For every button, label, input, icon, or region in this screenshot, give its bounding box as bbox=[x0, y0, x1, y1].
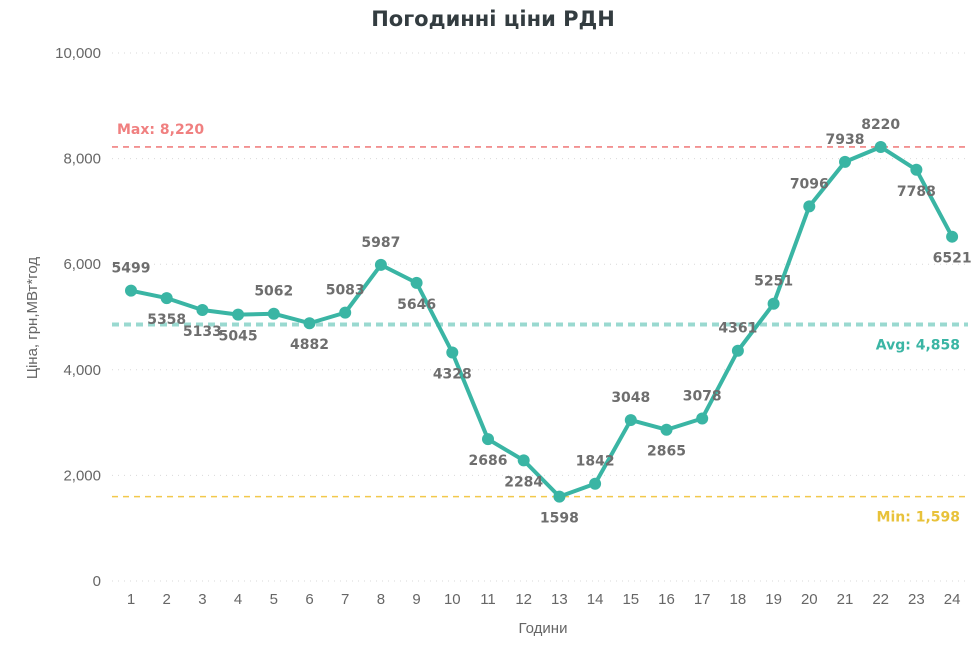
data-label: 2865 bbox=[647, 444, 686, 460]
x-tick-label: 21 bbox=[837, 591, 854, 608]
reference-line-label: Min: 1,598 bbox=[877, 510, 960, 526]
x-tick-label: 22 bbox=[872, 591, 889, 608]
data-point bbox=[946, 230, 959, 243]
y-tick-label: 6,000 bbox=[63, 256, 101, 273]
data-label: 1598 bbox=[540, 511, 579, 527]
reference-lines: Max: 8,220 Avg: 4,858 Min: 1,598 bbox=[112, 122, 968, 526]
data-label: 5646 bbox=[397, 297, 436, 313]
data-point bbox=[339, 306, 352, 319]
data-point bbox=[196, 303, 209, 316]
data-point bbox=[910, 163, 923, 176]
data-point bbox=[803, 200, 816, 213]
data-point bbox=[303, 317, 316, 330]
x-axis: 1 2 3 4 5 6 7 8 9 10 11 12 13 14 15 16 17 18 19 20 21 22 23 24 bbox=[127, 591, 961, 608]
x-tick-label: 13 bbox=[551, 591, 568, 608]
data-point bbox=[660, 423, 673, 436]
data-point bbox=[482, 433, 494, 446]
data-point bbox=[446, 346, 459, 359]
x-tick-label: 19 bbox=[765, 591, 782, 608]
data-label: 4328 bbox=[433, 366, 472, 382]
x-tick-label: 14 bbox=[587, 591, 604, 608]
data-label: 5251 bbox=[754, 274, 793, 290]
data-label: 4882 bbox=[290, 337, 329, 353]
chart-title: Погодинні ціни РДН bbox=[371, 7, 615, 31]
data-point bbox=[624, 414, 637, 427]
y-tick-label: 0 bbox=[93, 573, 101, 590]
x-tick-label: 20 bbox=[801, 591, 818, 608]
data-point bbox=[767, 297, 780, 310]
data-label: 2686 bbox=[469, 453, 508, 469]
data-label: 5358 bbox=[147, 312, 186, 328]
data-point bbox=[839, 155, 851, 168]
series bbox=[125, 140, 959, 503]
data-label: 5987 bbox=[361, 235, 400, 251]
data-point bbox=[517, 454, 530, 467]
x-tick-label: 24 bbox=[944, 591, 961, 608]
data-label: 7096 bbox=[790, 176, 829, 192]
x-tick-label: 10 bbox=[444, 591, 461, 608]
y-tick-label: 2,000 bbox=[63, 467, 101, 484]
data-label: 6521 bbox=[933, 251, 972, 267]
y-axis-title: Ціна, грн,МВт*год bbox=[24, 257, 41, 380]
data-label: 3048 bbox=[611, 390, 650, 406]
data-point bbox=[589, 477, 602, 490]
x-axis-title: Години bbox=[519, 620, 568, 637]
data-label: 4361 bbox=[718, 321, 757, 337]
x-tick-label: 2 bbox=[163, 591, 171, 608]
y-axis: 0 2,000 4,000 6,000 8,000 10,000 bbox=[55, 45, 101, 590]
x-tick-label: 15 bbox=[622, 591, 639, 608]
x-tick-label: 4 bbox=[234, 591, 242, 608]
reference-line-label: Max: 8,220 bbox=[117, 122, 204, 138]
data-point bbox=[553, 490, 566, 503]
x-tick-label: 3 bbox=[198, 591, 206, 608]
x-tick-label: 23 bbox=[908, 591, 925, 608]
x-tick-label: 6 bbox=[305, 591, 313, 608]
data-label: 2284 bbox=[504, 474, 543, 490]
x-tick-label: 11 bbox=[480, 591, 496, 608]
data-label: 1842 bbox=[576, 454, 615, 470]
data-label: 3078 bbox=[683, 388, 722, 404]
x-tick-label: 7 bbox=[341, 591, 349, 608]
data-point bbox=[267, 307, 280, 320]
y-tick-label: 4,000 bbox=[63, 362, 101, 379]
data-label: 7938 bbox=[826, 132, 865, 148]
reference-line-label: Avg: 4,858 bbox=[876, 337, 960, 353]
data-point bbox=[410, 276, 423, 289]
data-label: 5499 bbox=[112, 261, 151, 277]
x-tick-label: 16 bbox=[658, 591, 675, 608]
x-tick-label: 1 bbox=[127, 591, 135, 608]
data-label: 5083 bbox=[326, 283, 365, 299]
x-tick-label: 9 bbox=[412, 591, 420, 608]
x-tick-label: 17 bbox=[694, 591, 711, 608]
data-point bbox=[160, 292, 173, 305]
data-point bbox=[232, 308, 245, 321]
data-label: 5045 bbox=[219, 329, 258, 345]
data-label: 7788 bbox=[897, 184, 936, 200]
series-line bbox=[129, 144, 955, 499]
y-tick-label: 8,000 bbox=[63, 151, 101, 168]
x-tick-label: 8 bbox=[377, 591, 385, 608]
data-label: 5133 bbox=[183, 324, 222, 340]
x-tick-label: 12 bbox=[515, 591, 532, 608]
data-point bbox=[874, 140, 887, 153]
data-point bbox=[731, 344, 744, 357]
x-tick-label: 18 bbox=[730, 591, 747, 608]
data-point bbox=[696, 412, 709, 425]
data-point bbox=[374, 258, 387, 271]
data-label: 8220 bbox=[861, 117, 900, 133]
y-tick-label: 10,000 bbox=[55, 45, 101, 62]
x-tick-label: 5 bbox=[270, 591, 278, 608]
data-label: 5062 bbox=[254, 284, 293, 300]
data-point bbox=[125, 284, 137, 297]
